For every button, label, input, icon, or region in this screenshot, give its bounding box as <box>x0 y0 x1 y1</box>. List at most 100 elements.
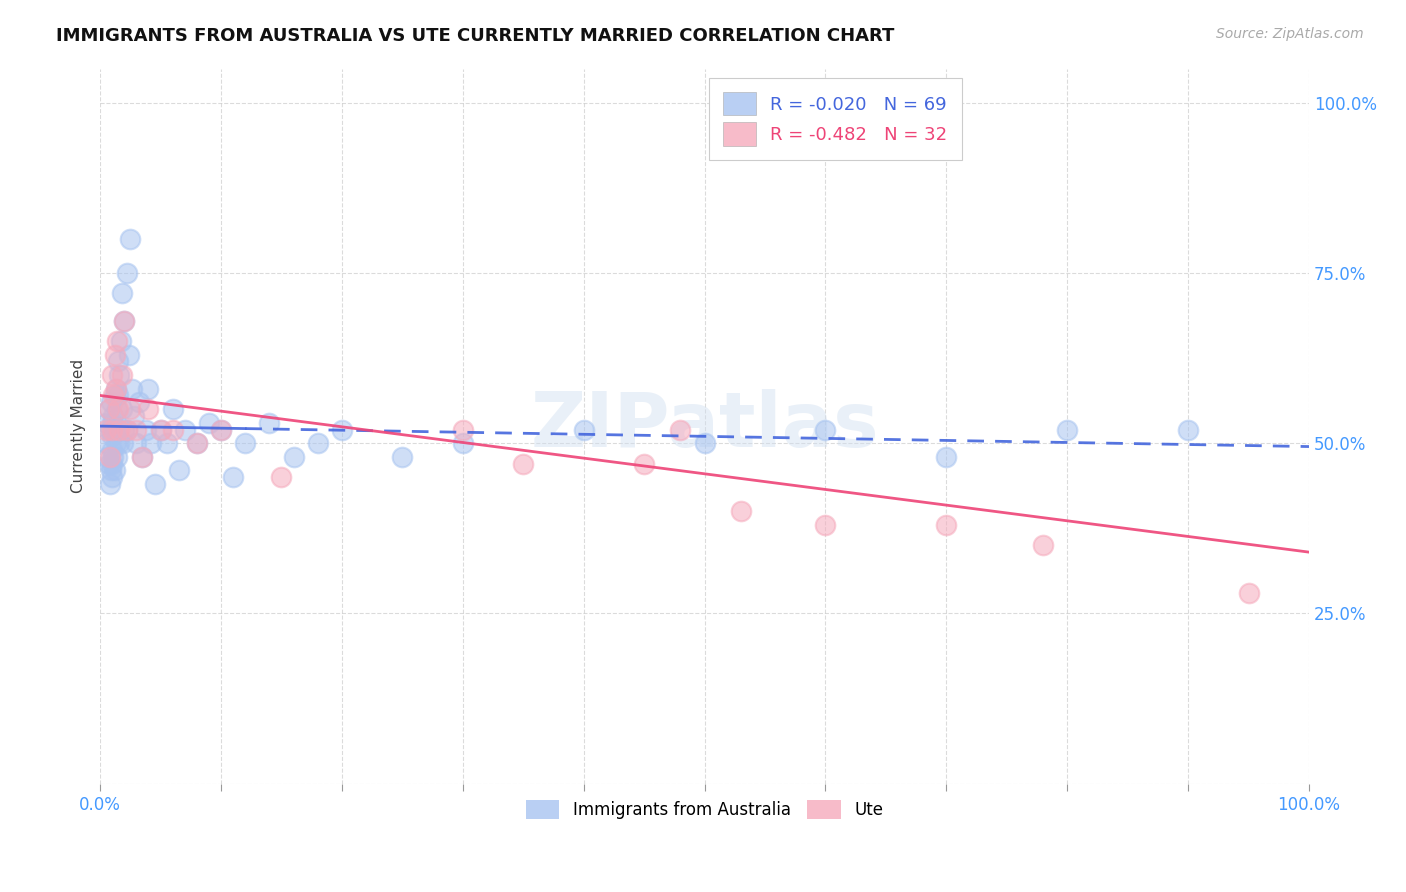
Point <box>572 423 595 437</box>
Point <box>104 436 127 450</box>
Point <box>222 470 245 484</box>
Point <box>125 436 148 450</box>
Point <box>112 423 135 437</box>
Text: Source: ZipAtlas.com: Source: ZipAtlas.com <box>1216 27 1364 41</box>
Point <box>98 450 121 464</box>
Point <box>391 450 413 464</box>
Point <box>633 457 655 471</box>
Point <box>111 402 134 417</box>
Point <box>115 266 138 280</box>
Point <box>111 368 134 382</box>
Point <box>101 416 124 430</box>
Point <box>110 334 132 348</box>
Point <box>108 436 131 450</box>
Point <box>97 402 120 417</box>
Point <box>209 423 232 437</box>
Point <box>259 416 281 430</box>
Point <box>101 429 124 443</box>
Point <box>1237 586 1260 600</box>
Point <box>100 395 122 409</box>
Point <box>101 457 124 471</box>
Point <box>173 423 195 437</box>
Point <box>120 232 142 246</box>
Point <box>105 402 128 417</box>
Point <box>103 409 125 423</box>
Point <box>115 423 138 437</box>
Point <box>104 382 127 396</box>
Point <box>143 477 166 491</box>
Point <box>669 423 692 437</box>
Point <box>101 442 124 457</box>
Point <box>307 436 329 450</box>
Point <box>97 402 120 417</box>
Point <box>209 423 232 437</box>
Point <box>121 382 143 396</box>
Point <box>108 423 131 437</box>
Point <box>138 402 160 417</box>
Point <box>105 450 128 464</box>
Point <box>128 395 150 409</box>
Point <box>693 436 716 450</box>
Point <box>451 423 474 437</box>
Point <box>1177 423 1199 437</box>
Point <box>149 423 172 437</box>
Point <box>935 517 957 532</box>
Point <box>101 368 124 382</box>
Point <box>98 423 121 437</box>
Point <box>135 423 157 437</box>
Point <box>107 402 129 417</box>
Point <box>101 470 124 484</box>
Point <box>104 382 127 396</box>
Point <box>451 436 474 450</box>
Point <box>96 436 118 450</box>
Point <box>330 423 353 437</box>
Point <box>149 423 172 437</box>
Point <box>935 450 957 464</box>
Legend: Immigrants from Australia, Ute: Immigrants from Australia, Ute <box>519 793 890 825</box>
Point <box>138 382 160 396</box>
Point <box>1056 423 1078 437</box>
Point <box>107 423 129 437</box>
Point <box>100 463 122 477</box>
Point <box>108 368 131 382</box>
Point <box>186 436 208 450</box>
Point <box>512 457 534 471</box>
Point <box>101 423 124 437</box>
Point <box>198 416 221 430</box>
Point <box>112 313 135 327</box>
Point <box>96 416 118 430</box>
Text: IMMIGRANTS FROM AUSTRALIA VS UTE CURRENTLY MARRIED CORRELATION CHART: IMMIGRANTS FROM AUSTRALIA VS UTE CURRENT… <box>56 27 894 45</box>
Text: ZIPatlas: ZIPatlas <box>530 389 879 463</box>
Point <box>112 313 135 327</box>
Point <box>104 423 127 437</box>
Point <box>162 402 184 417</box>
Point <box>283 450 305 464</box>
Point <box>115 423 138 437</box>
Y-axis label: Currently Married: Currently Married <box>72 359 86 493</box>
Point <box>97 457 120 471</box>
Point <box>107 388 129 402</box>
Point <box>122 409 145 423</box>
Point <box>233 436 256 450</box>
Point <box>103 388 125 402</box>
Point <box>105 334 128 348</box>
Point <box>120 402 142 417</box>
Point <box>96 450 118 464</box>
Point <box>104 388 127 402</box>
Point <box>730 504 752 518</box>
Point <box>98 477 121 491</box>
Point <box>103 450 125 464</box>
Point <box>107 354 129 368</box>
Point <box>1032 538 1054 552</box>
Point <box>162 423 184 437</box>
Point <box>167 463 190 477</box>
Point <box>118 348 141 362</box>
Point <box>131 450 153 464</box>
Point <box>139 436 162 450</box>
Point <box>112 436 135 450</box>
Point <box>186 436 208 450</box>
Point <box>104 348 127 362</box>
Point <box>131 450 153 464</box>
Point <box>814 517 837 532</box>
Point <box>111 286 134 301</box>
